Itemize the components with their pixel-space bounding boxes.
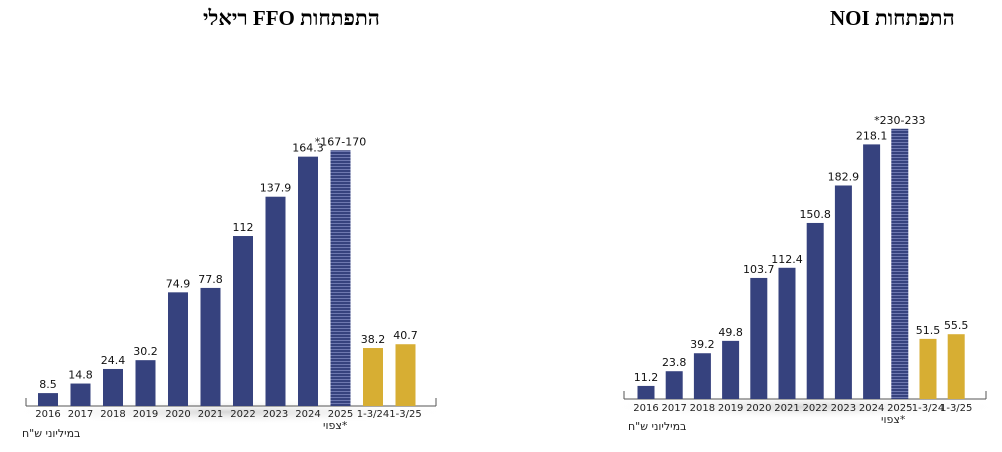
noi-tick-2025: 2025 (887, 403, 912, 414)
ffo-tick-2018: 2018 (100, 409, 125, 420)
noi-value-label-1-3/25: 55.5 (944, 319, 969, 332)
ffo-bar-1-3/24 (363, 348, 383, 406)
noi-bar-2020 (750, 277, 768, 399)
ffo-bar-2017 (70, 383, 91, 406)
noi-value-label-1-3/24: 51.5 (916, 324, 941, 337)
ffo-value-label-2021: 77.8 (198, 273, 223, 286)
ffo-bar-2016 (38, 393, 58, 406)
ffo-tick-2019: 2019 (133, 409, 158, 420)
ffo-tick-2023: 2023 (263, 409, 288, 420)
noi-bar-2016 (637, 385, 655, 399)
noi-value-label-2021: 112.4 (771, 253, 803, 266)
ffo-value-label-2024: 164.3 (292, 142, 324, 155)
ffo-tick-2022: 2022 (230, 409, 255, 420)
noi-tick-1-3/24: 1-3/24 (912, 403, 944, 414)
noi-tick-1-3/25: 1-3/25 (940, 403, 972, 414)
ffo-value-label-2018: 24.4 (101, 354, 126, 367)
noi-tick-2024: 2024 (859, 403, 884, 414)
noi-tick-2017: 2017 (661, 403, 686, 414)
ffo-bar-1-3/25 (395, 344, 416, 406)
ffo-value-label-1-3/25: 40.7 (393, 329, 418, 342)
noi-bar-2018 (693, 353, 711, 399)
noi-tick-2020: 2020 (746, 403, 771, 414)
noi-tick-2019: 2019 (718, 403, 743, 414)
noi-value-label-2017: 23.8 (662, 356, 687, 369)
ffo-bar-2021 (200, 287, 221, 406)
noi-bar-2021 (778, 267, 796, 399)
ffo-value-label-2025: *167-170 (315, 135, 366, 148)
noi-tick-2022: 2022 (802, 403, 827, 414)
noi-value-label-2022: 150.8 (799, 208, 831, 221)
noi-tick-2023: 2023 (831, 403, 856, 414)
ffo-bar-2024 (298, 156, 318, 406)
ffo-tick-2017: 2017 (68, 409, 93, 420)
noi-value-label-2019: 49.8 (718, 326, 743, 339)
noi-chart-title: התפתחות NOI (830, 6, 955, 30)
noi-value-label-2018: 39.2 (690, 338, 715, 351)
ffo-tick-2021: 2021 (198, 409, 223, 420)
noi-tick-2018: 2018 (690, 403, 715, 414)
noi-bar-2017 (665, 371, 683, 399)
noi-bar-2019 (722, 340, 740, 399)
noi-tick-2016: 2016 (633, 403, 658, 414)
noi-unit-label: במיליוני ש"ח (628, 420, 687, 433)
ffo-bar-2022 (233, 236, 253, 406)
noi-value-label-2024: 218.1 (856, 129, 888, 142)
ffo-value-label-1-3/24: 38.2 (361, 333, 386, 346)
noi-base-shadow (605, 394, 1002, 420)
noi-bar-2022 (806, 222, 824, 399)
ffo-tick-1-3/25: 1-3/25 (389, 409, 421, 420)
noi-chart: 11.2 2016 23.8 2017 39.2 2018 49.8 2019 103.7 202… (605, 114, 1002, 420)
noi-value-label-2023: 182.9 (828, 170, 860, 183)
ffo-value-label-2016: 8.5 (39, 378, 57, 391)
ffo-bar-2023 (265, 196, 286, 406)
noi-bar-2023 (834, 185, 852, 399)
noi-value-label-2020: 103.7 (743, 263, 775, 276)
ffo-bar-2019 (135, 360, 156, 406)
ffo-value-label-2022: 112 (233, 221, 254, 234)
ffo-unit-label: במיליוני ש"ח (22, 427, 81, 440)
ffo-value-label-2017: 14.8 (68, 369, 93, 382)
ffo-tick-2025: 2025 (328, 409, 353, 420)
ffo-chart: 8.5 2016 14.8 2017 24.4 2018 30.2 2019 74.9 2020 7… (5, 135, 455, 425)
noi-bar-1-3/24 (919, 338, 937, 399)
ffo-tick-2024: 2024 (295, 409, 320, 420)
ffo-value-label-2020: 74.9 (166, 277, 191, 290)
noi-tick-2021: 2021 (774, 403, 799, 414)
ffo-bar-2020 (168, 292, 188, 406)
noi-bar-2025 (891, 128, 909, 399)
ffo-chart-title: התפתחות FFO ריאלי (203, 6, 380, 30)
ffo-value-label-2023: 137.9 (260, 182, 292, 195)
ffo-tick-1-3/24: 1-3/24 (357, 409, 389, 420)
noi-value-label-2025: *230-233 (874, 114, 925, 127)
noi-value-label-2016: 11.2 (634, 371, 659, 384)
ffo-bar-2025 (330, 150, 351, 406)
ffo-tick-2020: 2020 (165, 409, 190, 420)
noi-bar-1-3/25 (947, 334, 965, 399)
noi-bar-2024 (863, 144, 881, 399)
ffo-value-label-2019: 30.2 (133, 345, 158, 358)
ffo-bar-2018 (103, 368, 123, 406)
ffo-tick-2016: 2016 (35, 409, 60, 420)
